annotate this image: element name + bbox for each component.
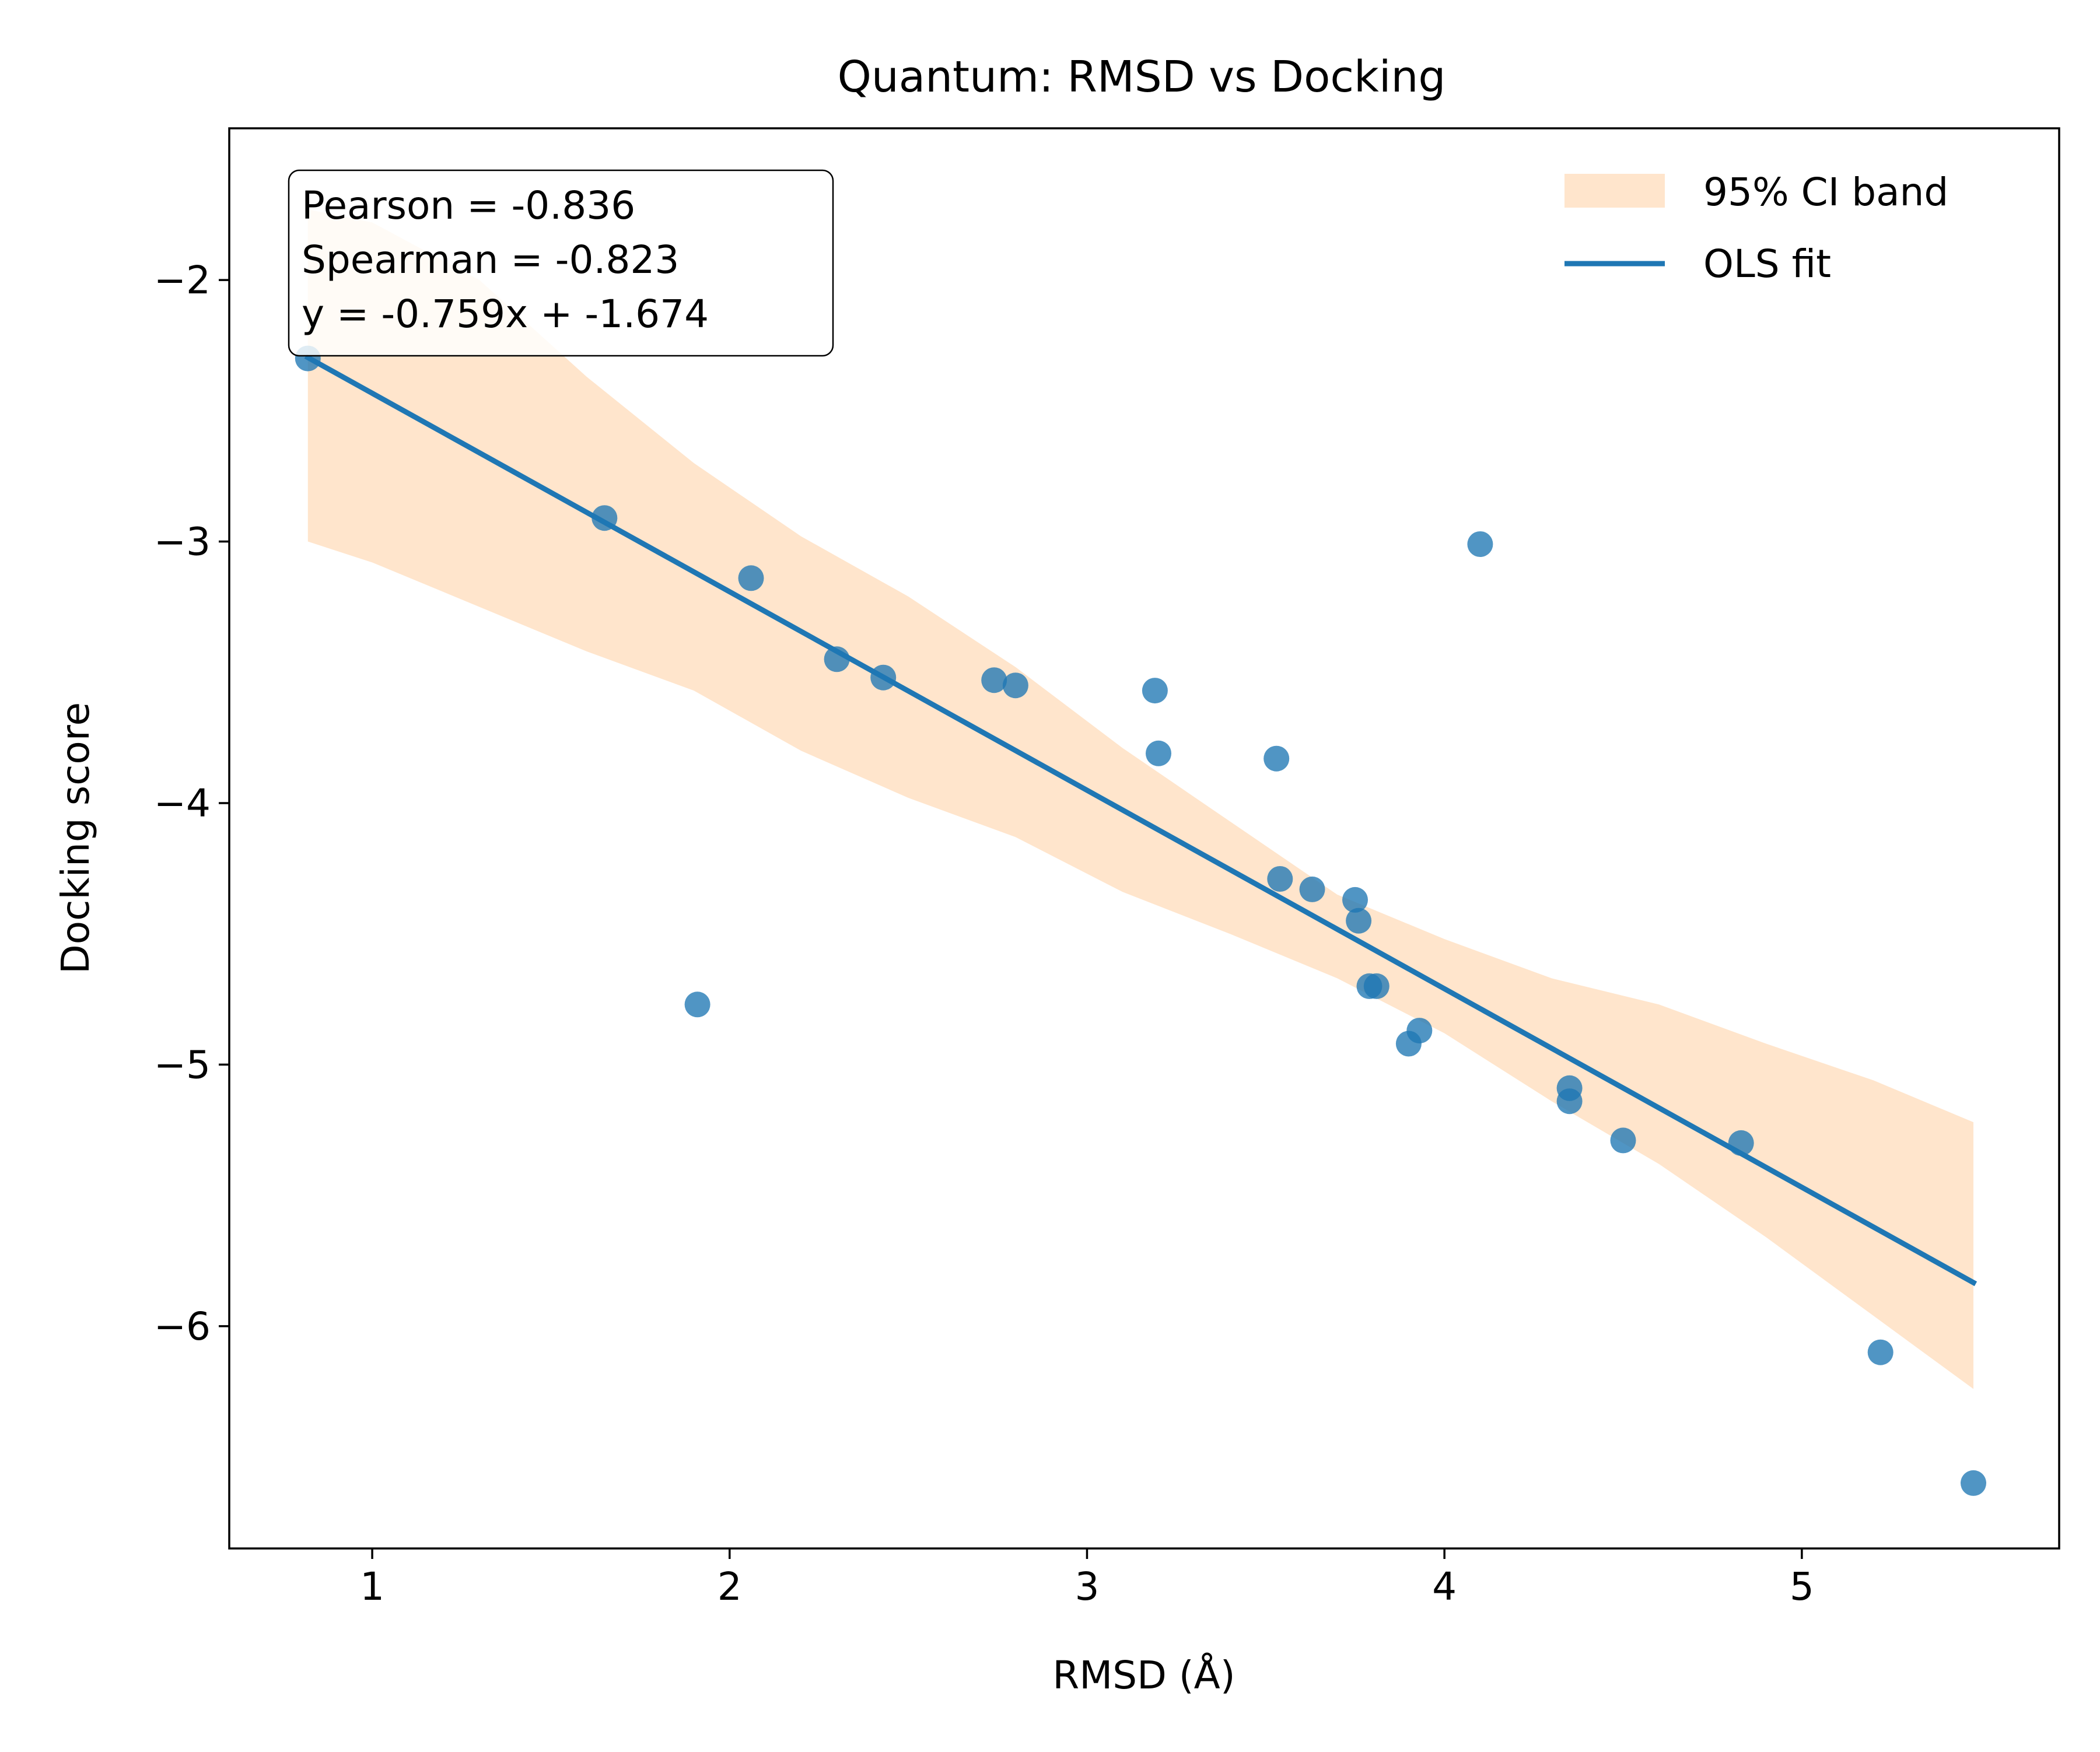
data-point [1002, 672, 1028, 699]
x-axis: 1 2 3 4 5 [360, 1548, 1814, 1609]
y-tick-label: −3 [154, 520, 211, 565]
y-axis: −2 −3 −4 −5 −6 [154, 258, 229, 1349]
data-point [1346, 907, 1372, 934]
x-tick-label: 3 [1074, 1564, 1099, 1609]
fit-equation-text: y = -0.759x + -1.674 [302, 292, 709, 337]
ols-fit-line [304, 353, 1978, 1287]
data-point [870, 664, 897, 691]
pearson-text: Pearson = -0.836 [302, 183, 635, 228]
x-tick-label: 5 [1790, 1564, 1814, 1609]
ci-band-layer [307, 209, 1973, 1389]
spearman-text: Spearman = -0.823 [302, 237, 679, 282]
y-tick-label: −6 [154, 1304, 211, 1349]
data-point [1146, 740, 1171, 766]
data-point [1342, 886, 1368, 913]
data-point [738, 565, 764, 591]
data-point [1556, 1088, 1583, 1115]
legend-ci-band-label: 95% CI band [1703, 170, 1948, 215]
data-point [1299, 876, 1325, 902]
data-point [1610, 1127, 1636, 1154]
fit-line-layer [304, 353, 1978, 1287]
data-point [1363, 973, 1390, 999]
points-layer [295, 345, 1986, 1496]
data-point [1264, 745, 1290, 772]
ci-band-area [307, 209, 1973, 1389]
data-point [824, 646, 850, 672]
x-axis-label: RMSD (Å) [1052, 1653, 1235, 1698]
stats-annotation: Pearson = -0.836 Spearman = -0.823 y = -… [288, 169, 834, 357]
x-tick-label: 2 [718, 1564, 742, 1609]
y-tick-label: −4 [154, 781, 211, 826]
data-point [1467, 531, 1493, 557]
y-tick-label: −2 [154, 258, 211, 303]
stats-annotation-frame [288, 169, 834, 357]
data-point [1406, 1018, 1433, 1044]
data-point [684, 991, 710, 1018]
plot-frame [228, 127, 2060, 1550]
data-point [1867, 1339, 1894, 1365]
chart-title: Quantum: RMSD vs Docking [838, 52, 1446, 102]
data-point [1267, 866, 1293, 892]
y-axis-label: Docking score [53, 702, 98, 974]
x-tick-label: 1 [360, 1564, 384, 1609]
x-tick-label: 4 [1432, 1564, 1457, 1609]
legend: 95% CI band OLS fit [1564, 170, 1948, 286]
data-point [592, 505, 618, 531]
data-point [1728, 1130, 1754, 1156]
data-point [1961, 1470, 1986, 1496]
legend-ols-fit-label: OLS fit [1703, 241, 1831, 286]
data-point [1142, 678, 1168, 704]
y-tick-label: −5 [154, 1042, 211, 1087]
legend-ci-band-swatch [1564, 174, 1665, 208]
data-point [981, 667, 1007, 693]
